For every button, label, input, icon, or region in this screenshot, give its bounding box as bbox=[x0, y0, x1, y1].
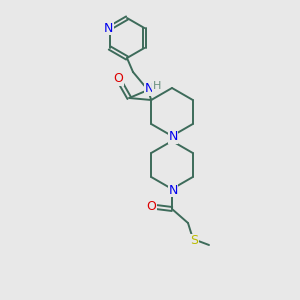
Text: O: O bbox=[113, 73, 123, 85]
Text: H: H bbox=[153, 81, 161, 91]
Text: S: S bbox=[190, 235, 198, 248]
Text: N: N bbox=[104, 22, 113, 34]
Text: N: N bbox=[168, 184, 178, 196]
Text: O: O bbox=[146, 200, 156, 212]
Text: N: N bbox=[168, 130, 178, 143]
Text: N: N bbox=[144, 82, 154, 95]
